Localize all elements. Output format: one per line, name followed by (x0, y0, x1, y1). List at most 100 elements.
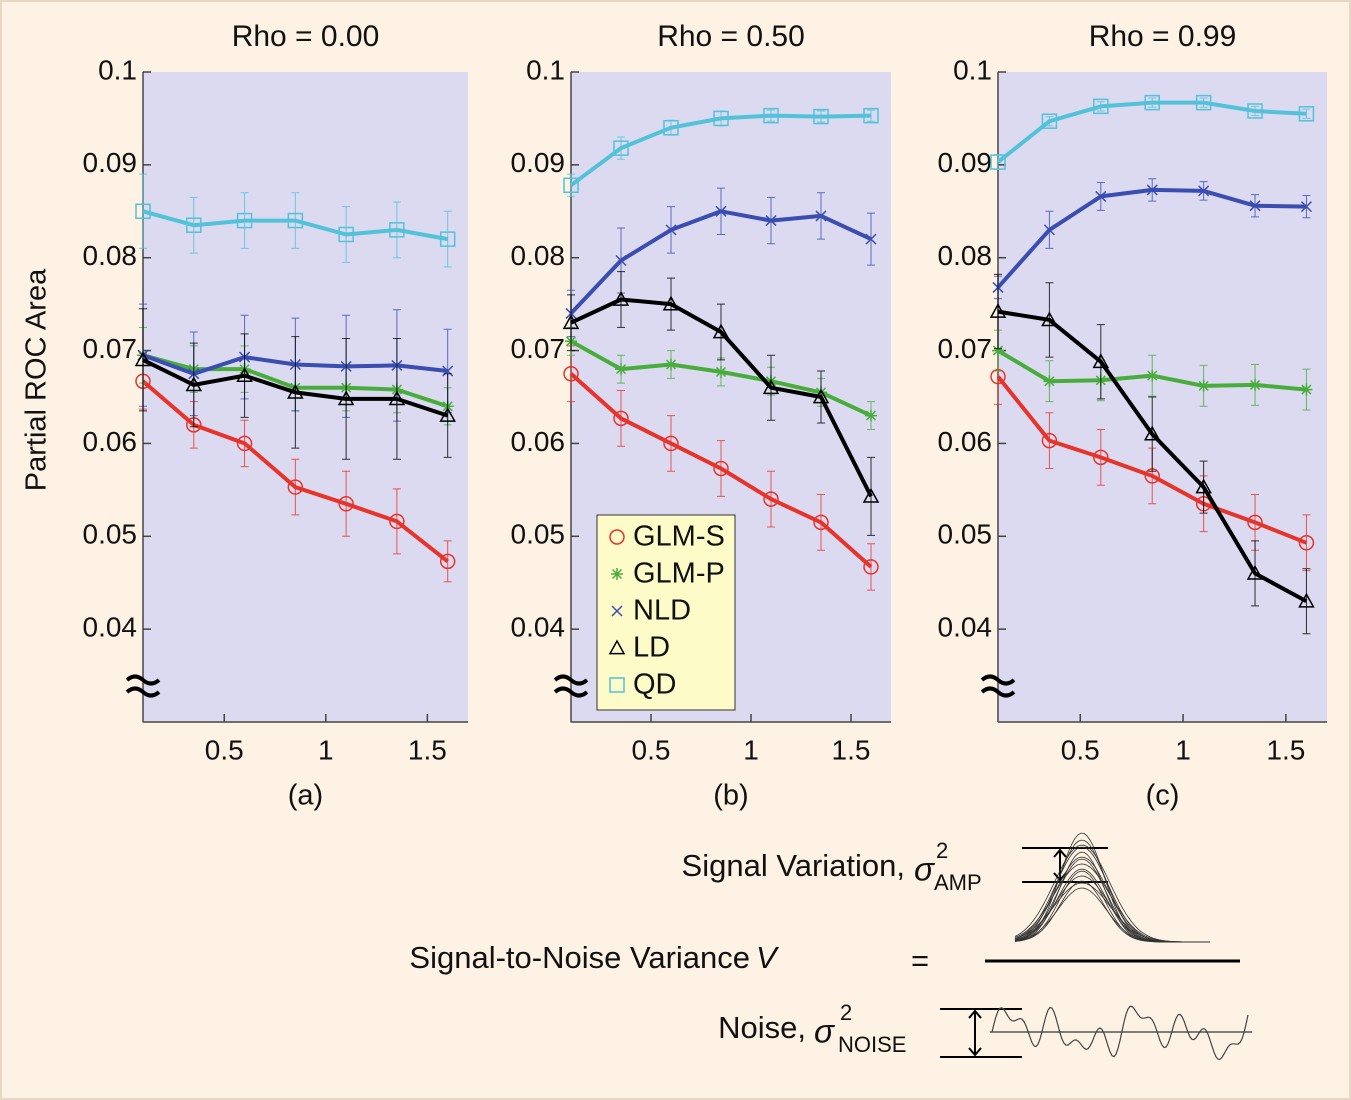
marker (1143, 425, 1161, 441)
x-tick-label: 1 (1175, 734, 1191, 765)
y-tick-label: 0.06 (511, 426, 566, 457)
y-axis-label: Partial ROC Area (21, 268, 53, 491)
noise-label: Noise, (718, 1010, 806, 1045)
marker (865, 233, 877, 245)
x-tick-label: 1.5 (1266, 734, 1305, 765)
marker (389, 513, 405, 530)
marker (863, 559, 879, 575)
series-line (570, 297, 873, 498)
marker (1041, 311, 1058, 327)
error-bar (139, 308, 147, 412)
marker (1092, 353, 1110, 369)
y-tick-label: 0.07 (938, 333, 993, 364)
plot-area (998, 72, 1327, 722)
y-tick-label: 0.09 (938, 147, 993, 178)
legend-label: QD (633, 669, 677, 701)
y-tick-label: 0.04 (938, 612, 993, 643)
y-tick-label: 0.04 (83, 612, 138, 643)
ratio-label: Signal-to-Noise Variance (409, 940, 750, 975)
y-tick-label: 0.1 (98, 54, 137, 85)
y-tick-label: 0.05 (511, 519, 566, 550)
error-bar (994, 273, 1002, 350)
marker (713, 460, 729, 477)
y-tick-label: 0.07 (511, 333, 566, 364)
noise-sup: 2 (840, 1000, 852, 1025)
signal-label: Signal Variation, (682, 848, 905, 883)
panel-caption: (a) (288, 780, 323, 812)
y-tick-label: 0.1 (526, 54, 565, 85)
x-tick-label: 1 (743, 734, 759, 765)
y-tick-label: 0.09 (511, 147, 566, 178)
x-tick-label: 1.5 (408, 734, 447, 765)
marker (812, 388, 830, 404)
marker (1041, 113, 1058, 129)
series-line (142, 358, 449, 418)
marker (1146, 184, 1158, 196)
error-bar (567, 294, 575, 352)
marker (1043, 375, 1056, 388)
marker (992, 344, 1004, 357)
y-tick-label: 0.04 (511, 612, 566, 643)
legend-label: GLM-P (633, 558, 725, 590)
marker (762, 379, 780, 395)
y-tick-label: 0.09 (83, 147, 138, 178)
marker (765, 215, 777, 227)
marker (1144, 94, 1160, 111)
marker (186, 217, 202, 233)
marker (287, 383, 304, 399)
equals-sign: = (911, 943, 929, 978)
marker (287, 212, 304, 229)
series-line (997, 309, 1308, 604)
marker (389, 222, 405, 238)
noise-arrow (968, 1009, 982, 1057)
panel-title: Rho = 0.99 (1089, 20, 1237, 53)
marker (135, 203, 151, 220)
signal-sub: AMP (934, 870, 982, 895)
marker (338, 226, 354, 243)
marker (562, 314, 580, 330)
signal-sup: 2 (936, 838, 948, 863)
error-bar (867, 543, 875, 591)
marker (662, 295, 680, 311)
marker (613, 140, 629, 156)
marker (1249, 200, 1261, 212)
marker (1249, 378, 1262, 391)
marker (236, 367, 253, 382)
axis-break (553, 674, 589, 698)
marker (989, 303, 1007, 318)
marker (236, 435, 253, 452)
marker (663, 435, 679, 452)
series-line (996, 100, 1307, 164)
marker (1298, 592, 1315, 608)
panel-caption: (b) (713, 780, 748, 812)
marker (1298, 106, 1315, 122)
series-line (569, 372, 873, 569)
y-tick-label: 0.08 (511, 240, 566, 271)
marker (715, 205, 727, 217)
marker (1197, 379, 1210, 392)
y-tick-label: 0.06 (938, 426, 993, 457)
panel: Rho = 0.50 (b) 0.04 0.05 0.06 0.07 0.08 0.09 0.1… (511, 20, 891, 812)
x-tick-label: 1.5 (832, 734, 871, 765)
panel: Rho = 0.00 (a) Partial ROC Area 0.04 0.05 0.0… (21, 20, 468, 812)
marker (337, 390, 355, 406)
marker (1198, 185, 1210, 197)
marker (1043, 224, 1055, 236)
error-bar (139, 173, 147, 249)
marker (665, 224, 677, 236)
marker (763, 491, 779, 507)
axis-break (980, 674, 1016, 698)
y-tick-label: 0.1 (953, 54, 992, 85)
marker (185, 376, 203, 392)
y-tick-label: 0.07 (83, 333, 138, 364)
marker (388, 390, 406, 406)
marker (287, 479, 304, 495)
marker (1146, 369, 1159, 382)
error-bar (1302, 568, 1311, 635)
marker (612, 290, 630, 306)
panel-caption: (c) (1146, 780, 1180, 812)
marker (563, 366, 579, 382)
legend-label: GLM-S (633, 521, 725, 553)
series-line (569, 113, 872, 187)
marker (1195, 94, 1212, 111)
